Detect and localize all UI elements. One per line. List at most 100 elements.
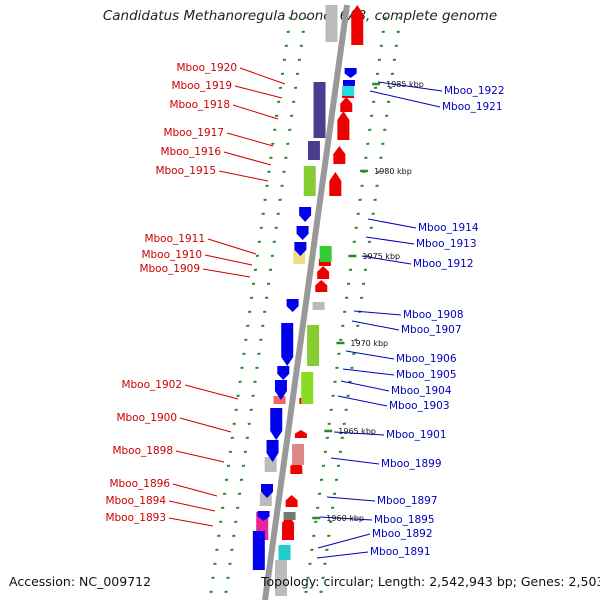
label-leader (342, 368, 395, 376)
gene-feature (337, 111, 350, 140)
gene-feature (252, 531, 265, 570)
gene-feature (281, 323, 294, 366)
gene-feature (273, 396, 286, 404)
label-leader (207, 238, 257, 255)
label-leader (377, 81, 443, 92)
gene-label-right: Mboo_1895 (374, 514, 435, 526)
gene-label-left: Mboo_1918 (169, 99, 230, 111)
gene-feature (277, 366, 290, 380)
label-leader (326, 496, 376, 502)
label-leader (340, 380, 390, 392)
gene-label-left: Mboo_1900 (116, 412, 177, 424)
gene-label-left: Mboo_1917 (163, 127, 224, 139)
gene-label-right: Mboo_1905 (396, 369, 457, 381)
gene-label-left: Mboo_1894 (105, 495, 166, 507)
topology-text: Topology: circular; Length: 2,542,943 bp… (261, 574, 600, 589)
gene-feature (257, 511, 270, 521)
gene-label-right: Mboo_1892 (372, 528, 433, 540)
gene-feature (333, 146, 346, 164)
scale-label: 1965 kbp (338, 427, 376, 436)
label-leader (337, 395, 388, 407)
gene-label-right: Mboo_1914 (418, 222, 479, 234)
label-leader (226, 132, 274, 147)
gene-label-left: Mboo_1896 (109, 478, 170, 490)
gene-feature (275, 560, 288, 596)
gene-label-right: Mboo_1897 (377, 495, 438, 507)
label-leader (184, 384, 239, 400)
gene-feature (294, 242, 307, 256)
gene-label-left: Mboo_1898 (112, 445, 173, 457)
gene-feature (278, 545, 291, 560)
gene-feature (294, 430, 307, 438)
gene-feature (264, 457, 277, 472)
label-leader (333, 431, 385, 436)
genome-axis (262, 4, 350, 600)
gene-label-left: Mboo_1911 (144, 233, 205, 245)
gene-feature (319, 246, 332, 262)
gene-feature (286, 299, 299, 312)
gene-feature (299, 207, 312, 222)
scale-label: 1960 kbp (326, 514, 364, 523)
gene-label-right: Mboo_1906 (396, 353, 457, 365)
gene-feature (340, 97, 353, 112)
scale-label: 1975 kbp (362, 252, 400, 261)
label-leader (345, 350, 395, 360)
label-leader (353, 310, 402, 316)
gene-feature (325, 5, 338, 42)
gene-label-right: Mboo_1904 (391, 385, 452, 397)
gene-feature (351, 5, 364, 45)
label-leader (232, 104, 279, 120)
gene-label-left: Mboo_1909 (139, 263, 200, 275)
scale-label: 1985 kbp (386, 80, 424, 89)
label-leader (361, 255, 412, 265)
gene-label-right: Mboo_1907 (401, 324, 462, 336)
gene-label-left: Mboo_1920 (176, 62, 237, 74)
gene-label-right: Mboo_1899 (381, 458, 442, 470)
gene-feature (315, 280, 328, 292)
gene-feature (307, 325, 320, 366)
gene-feature (292, 444, 305, 465)
gene-feature (266, 440, 279, 462)
label-leader (316, 551, 369, 559)
gene-feature (301, 372, 314, 404)
accession-text: Accession: NC_009712 (9, 574, 152, 589)
label-leader (223, 151, 272, 166)
label-leader (175, 450, 225, 463)
label-leader (218, 170, 269, 182)
gene-label-right: Mboo_1922 (444, 85, 505, 97)
gene-feature (312, 302, 325, 310)
label-leader (204, 254, 253, 266)
gene-feature (270, 408, 283, 440)
gene-feature (285, 495, 298, 507)
gene-label-right: Mboo_1908 (403, 309, 464, 321)
label-leader (239, 67, 286, 85)
gene-feature (261, 484, 274, 498)
label-leader (168, 500, 216, 512)
gene-feature (274, 380, 287, 400)
label-leader (202, 268, 251, 278)
gene-feature (303, 166, 316, 196)
map-title: Candidatus Methanoregula boonei 6A8, com… (102, 8, 498, 24)
label-leader (351, 320, 400, 331)
gene-label-left: Mboo_1915 (155, 165, 216, 177)
label-leader (168, 517, 214, 527)
gene-feature (282, 514, 295, 540)
gene-label-right: Mboo_1912 (413, 258, 474, 270)
gene-label-right: Mboo_1921 (442, 101, 503, 113)
gene-feature (329, 172, 342, 196)
gene-label-right: Mboo_1903 (389, 400, 450, 412)
gene-feature (283, 512, 296, 520)
label-leader (369, 90, 441, 108)
label-leader (330, 457, 380, 465)
gene-label-right: Mboo_1901 (386, 429, 447, 441)
label-leader (317, 533, 371, 549)
label-leader (319, 516, 373, 521)
label-leader (367, 218, 417, 229)
scale-label: 1970 kbp (350, 339, 388, 348)
label-leader (172, 483, 218, 497)
gene-feature (296, 226, 309, 240)
gene-label-right: Mboo_1913 (416, 238, 477, 250)
gene-label-left: Mboo_1893 (105, 512, 166, 524)
gene-label-left: Mboo_1919 (171, 80, 232, 92)
